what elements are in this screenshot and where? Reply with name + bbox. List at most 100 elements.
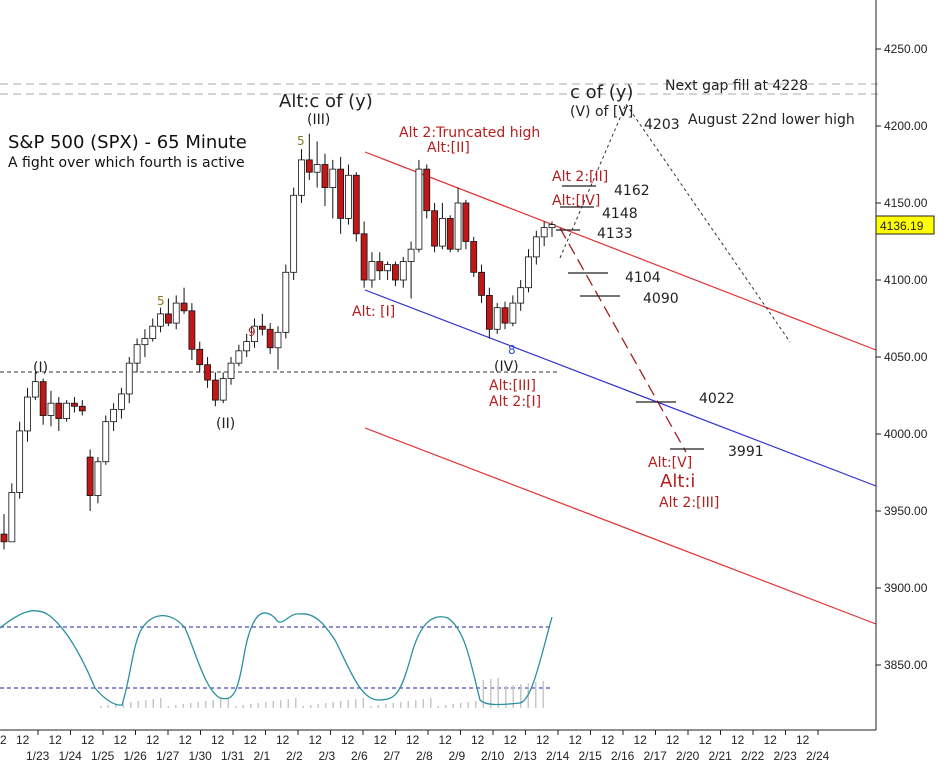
oscillator-line xyxy=(0,610,553,706)
session-label: 12 xyxy=(439,733,453,747)
volume-bar xyxy=(250,704,252,708)
candle-up xyxy=(133,344,141,364)
level-4203-label: 4203 xyxy=(644,117,680,133)
session-label: 12 xyxy=(211,733,225,747)
chart-title: S&P 500 (SPX) - 65 Minute xyxy=(8,132,247,153)
candle-up xyxy=(125,362,133,395)
date-label: 2/21 xyxy=(709,749,733,762)
candle-down xyxy=(501,307,509,324)
date-label: 2/20 xyxy=(676,749,700,762)
candle-up xyxy=(298,159,305,196)
volume-bar xyxy=(220,699,222,708)
volume-bar xyxy=(212,700,214,708)
channel-lower-line xyxy=(364,427,877,625)
volume-bar xyxy=(340,701,342,708)
volume-bar xyxy=(362,698,364,708)
session-label: 12 xyxy=(309,733,323,747)
alt-I-label: Alt: [I] xyxy=(352,304,395,320)
date-label: 2/17 xyxy=(644,749,668,762)
alt2-truncated-label: Alt 2:Truncated high xyxy=(399,125,540,141)
channel-upper-line xyxy=(364,151,877,351)
candle-down xyxy=(478,271,485,296)
date-label: 1/25 xyxy=(91,749,115,762)
candle-down xyxy=(446,217,454,250)
candle-down xyxy=(86,456,94,497)
level-4104-label: 4104 xyxy=(625,270,661,286)
candle-up xyxy=(102,421,110,463)
session-label: 12 xyxy=(796,733,810,747)
volume-bar xyxy=(130,702,132,708)
candle-up xyxy=(24,396,31,432)
volume-bar xyxy=(152,699,154,708)
candle-up xyxy=(118,393,125,410)
price-tick-label: 3900.00 xyxy=(884,581,928,595)
date-label: 2/24 xyxy=(806,749,830,762)
date-label: 2/15 xyxy=(579,749,603,762)
volume-bar xyxy=(160,698,162,708)
candle-down xyxy=(462,202,470,242)
date-label: 2/3 xyxy=(319,749,336,762)
candle-up xyxy=(290,194,298,273)
candle-down xyxy=(376,261,384,272)
volume-bar xyxy=(235,706,237,708)
candle-up xyxy=(235,350,243,364)
price-tick-label: 4200.00 xyxy=(884,119,928,133)
volume-bar xyxy=(482,680,484,708)
alt-i-label: Alt:i xyxy=(660,471,695,492)
last-price-box: 4136.19 xyxy=(875,215,935,235)
oscillator-panel xyxy=(0,610,553,708)
level-4148-label: 4148 xyxy=(602,206,638,222)
session-label: 12 xyxy=(634,733,648,747)
candle-up xyxy=(31,381,39,398)
date-label: 2/8 xyxy=(416,749,433,762)
volume-bar xyxy=(497,678,499,708)
candle-up xyxy=(540,227,548,238)
session-label: 12 xyxy=(81,733,95,747)
date-label: 1/26 xyxy=(124,749,148,762)
chart-subtitle: A fight over which fourth is active xyxy=(8,155,245,171)
candle-up xyxy=(47,402,55,416)
candle-down xyxy=(55,402,63,420)
time-axis: 12 1/23 12 1/24 12 1/25 12 1/26 12 1/27 12 1/30 12 1/… xyxy=(0,730,830,762)
v-of-v-label: (V) of [V] xyxy=(570,104,633,120)
wave-5-marker-top: 5 xyxy=(297,134,305,148)
candle-up xyxy=(313,164,321,173)
volume-bar xyxy=(257,703,259,708)
price-tick-label: 4050.00 xyxy=(884,350,928,364)
candle-down xyxy=(305,159,313,173)
candle-up xyxy=(345,174,352,219)
candle-up xyxy=(141,338,149,346)
date-label: 1/31 xyxy=(221,749,245,762)
session-label: 12 xyxy=(49,733,63,747)
volume-bar xyxy=(385,704,387,708)
level-4090-label: 4090 xyxy=(643,291,679,307)
candle-down xyxy=(204,364,211,381)
volume-bar xyxy=(490,679,492,708)
session-label: 12 xyxy=(731,733,745,747)
volume-bar xyxy=(355,699,357,708)
alt2-II-label: Alt 2:[II] xyxy=(552,169,608,185)
candle-down xyxy=(470,241,478,273)
volume-bar xyxy=(115,704,117,708)
candle-down xyxy=(266,328,274,349)
wave-9-marker: 9 xyxy=(248,325,256,339)
candle-up xyxy=(149,325,157,339)
candle-up xyxy=(243,341,251,352)
candle-down xyxy=(196,348,204,366)
candle-down xyxy=(423,168,431,212)
c-of-y-label: c of (y) xyxy=(570,82,633,103)
volume-bars xyxy=(100,678,544,708)
volume-bar xyxy=(295,698,297,708)
session-label: 12 xyxy=(276,733,290,747)
candle-up xyxy=(438,217,446,247)
price-tick-label: 4250.00 xyxy=(884,42,928,56)
candle-up xyxy=(454,202,462,250)
candle-up xyxy=(407,248,415,262)
candle-up xyxy=(509,302,517,324)
volume-bar xyxy=(377,705,379,708)
volume-bar xyxy=(460,703,462,708)
candle-up xyxy=(110,408,117,423)
volume-bar xyxy=(535,682,537,708)
candle-down xyxy=(485,294,493,330)
